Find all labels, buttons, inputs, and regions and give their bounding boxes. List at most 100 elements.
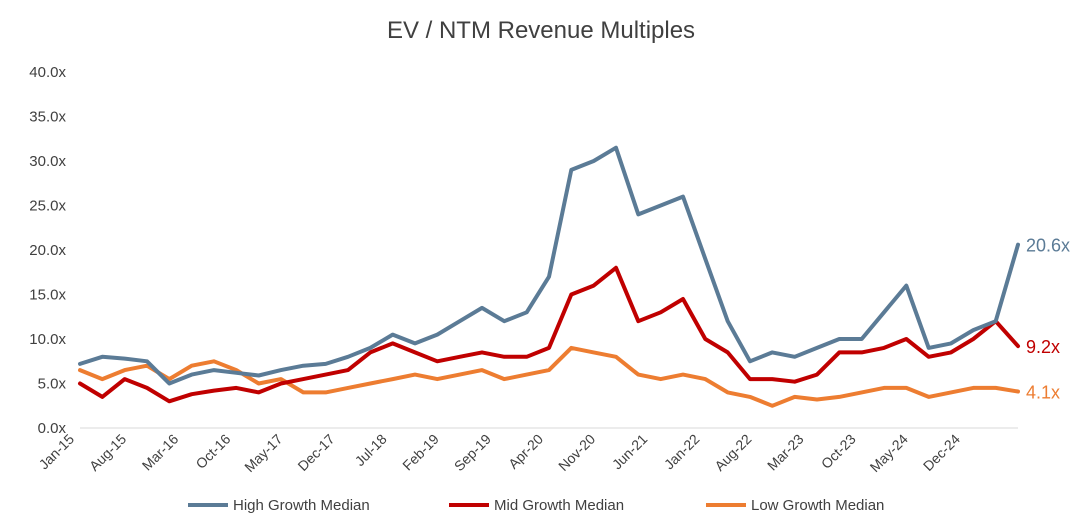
- data-point: [904, 337, 908, 341]
- data-point: [391, 333, 395, 337]
- data-point: [301, 390, 305, 394]
- data-point: [301, 377, 305, 381]
- x-tick-label: Aug-22: [711, 431, 754, 474]
- legend-label: Low Growth Median: [751, 497, 884, 514]
- data-point: [324, 390, 328, 394]
- x-tick-label: Oct-23: [818, 431, 859, 472]
- data-point: [190, 392, 194, 396]
- data-point: [949, 390, 953, 394]
- data-point: [368, 346, 372, 350]
- data-point: [770, 377, 774, 381]
- data-point: [1016, 390, 1020, 393]
- x-tick-label: Mar-23: [764, 431, 807, 474]
- legend: High Growth Median Mid Growth Median Low G…: [188, 497, 884, 514]
- data-point: [569, 346, 573, 350]
- data-point: [971, 386, 975, 390]
- data-point: [927, 355, 931, 359]
- data-point: [480, 350, 484, 354]
- y-tick-label: 5.0x: [38, 376, 67, 393]
- x-tick-label: Dec-24: [920, 431, 963, 474]
- data-point: [435, 377, 439, 381]
- data-point: [391, 377, 395, 381]
- data-point: [994, 386, 998, 390]
- data-point: [882, 386, 886, 390]
- y-tick-label: 15.0x: [29, 287, 66, 304]
- data-point: [1016, 344, 1020, 348]
- data-point: [726, 319, 730, 323]
- data-point: [167, 377, 171, 381]
- series-line: [78, 345, 1020, 408]
- data-point: [279, 368, 283, 372]
- series-high-growth-median: [78, 145, 1020, 386]
- x-tick-label: May-17: [241, 431, 285, 475]
- data-point: [458, 355, 462, 359]
- data-point: [815, 398, 819, 401]
- data-point: [793, 380, 797, 384]
- data-point: [212, 389, 216, 393]
- data-point: [525, 373, 529, 377]
- data-point: [547, 275, 551, 279]
- x-tick-label: May-24: [867, 431, 911, 475]
- data-point: [904, 284, 908, 288]
- y-tick-label: 40.0x: [29, 64, 66, 81]
- data-point: [525, 310, 529, 314]
- data-point: [234, 371, 238, 375]
- data-point: [257, 374, 261, 377]
- data-point: [145, 386, 149, 390]
- data-point: [882, 310, 886, 314]
- data-point: [1016, 243, 1020, 247]
- x-tick-label: Jan-22: [661, 431, 703, 473]
- data-point: [413, 341, 417, 345]
- data-point: [324, 373, 328, 377]
- data-point: [145, 359, 149, 363]
- data-point: [145, 364, 149, 368]
- data-point: [659, 377, 663, 381]
- x-axis: Jan-15 Aug-15 Mar-16 Oct-16 May-17 Dec-17 Jul-…: [36, 427, 1018, 475]
- legend-label: Mid Growth Median: [494, 497, 624, 514]
- data-point: [837, 395, 841, 399]
- data-point: [212, 359, 216, 363]
- data-point: [190, 373, 194, 377]
- data-point: [78, 362, 82, 366]
- data-point: [927, 395, 931, 399]
- data-point: [748, 377, 752, 381]
- data-point: [547, 368, 551, 372]
- x-tick-label: Jun-21: [609, 431, 651, 473]
- data-point: [480, 306, 484, 310]
- series-mid-growth-median: [78, 265, 1020, 404]
- data-point: [279, 382, 283, 385]
- y-tick-label: 0.0x: [38, 420, 67, 437]
- x-tick-label: Mar-16: [139, 431, 182, 474]
- data-point: [770, 350, 774, 354]
- data-point: [949, 350, 953, 354]
- data-point: [748, 395, 752, 399]
- data-point: [257, 382, 261, 385]
- data-point: [949, 341, 953, 345]
- data-point: [659, 310, 663, 314]
- data-point: [592, 350, 596, 354]
- data-point: [413, 350, 417, 354]
- data-point: [614, 266, 618, 270]
- data-point: [904, 386, 908, 390]
- x-tick-label: Aug-15: [86, 431, 129, 474]
- x-tick-label: Nov-20: [555, 431, 598, 474]
- data-point: [279, 377, 283, 381]
- data-point: [681, 195, 685, 199]
- data-point: [123, 368, 127, 372]
- data-point: [636, 319, 640, 323]
- data-point: [435, 359, 439, 363]
- y-tick-label: 30.0x: [29, 153, 66, 170]
- plot-area: [78, 145, 1020, 408]
- data-point: [234, 386, 238, 390]
- x-tick-label: Apr-20: [505, 431, 546, 472]
- x-tick-label: Feb-19: [399, 431, 442, 474]
- legend-item: Low Growth Median: [706, 497, 884, 514]
- data-point: [502, 377, 506, 381]
- series-low-growth-median: [78, 345, 1020, 408]
- data-point: [368, 350, 372, 354]
- data-point: [301, 364, 305, 368]
- data-point: [458, 373, 462, 377]
- data-point: [592, 284, 596, 288]
- data-point: [860, 350, 864, 354]
- x-tick-label: Dec-17: [294, 431, 337, 474]
